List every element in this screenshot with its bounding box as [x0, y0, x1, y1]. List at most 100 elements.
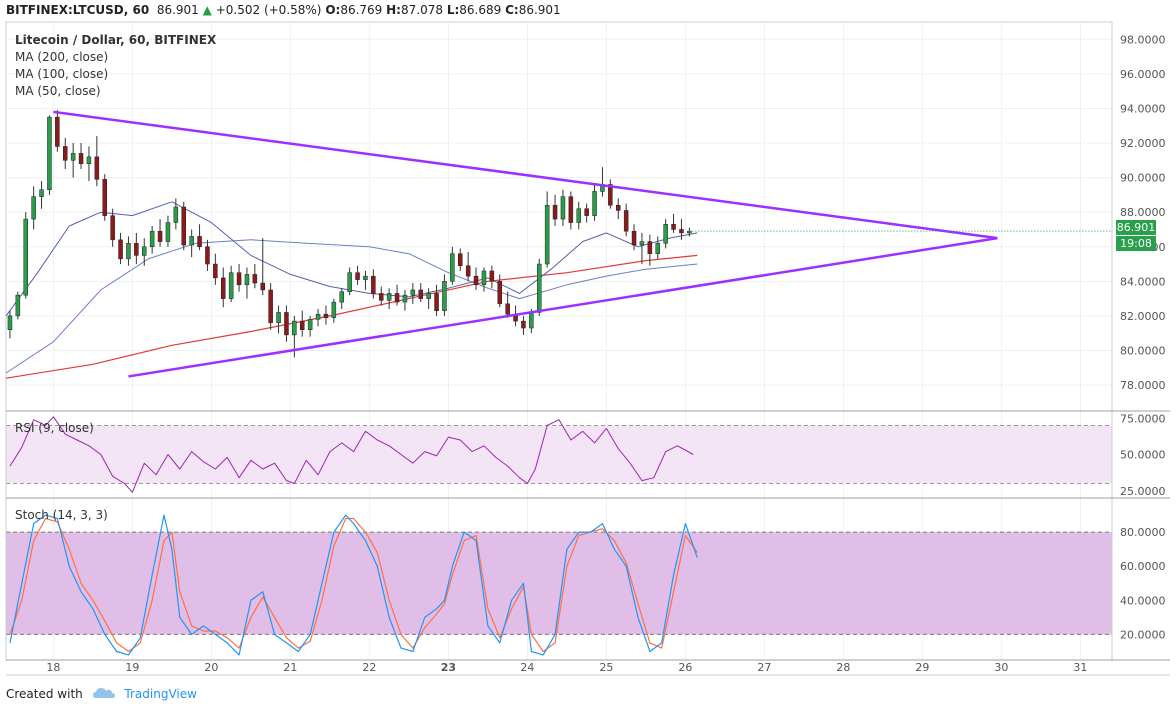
x-tick-label: 30 — [994, 661, 1008, 674]
tradingview-link[interactable]: TradingView — [124, 687, 197, 701]
candle-body — [592, 191, 597, 216]
candle-body — [300, 320, 305, 330]
candle-body — [252, 274, 258, 284]
x-tick-label: 21 — [283, 661, 297, 674]
legend-ma200[interactable]: MA (200, close) — [15, 50, 109, 64]
up-arrow-icon: ▲ — [202, 3, 212, 17]
candle-body — [434, 293, 439, 311]
open-value: 86.769 — [340, 3, 383, 17]
candle-body — [134, 243, 139, 256]
last-price-badge: 86.901 — [1116, 220, 1156, 235]
candle-body — [197, 236, 202, 248]
candle-body — [31, 196, 36, 220]
candle-body — [410, 289, 416, 296]
candle-body — [465, 265, 471, 277]
candle-body — [157, 230, 163, 242]
candle-body — [363, 275, 368, 280]
candle-body — [371, 275, 376, 294]
chart-title[interactable]: Litecoin / Dollar, 60, BITFINEX — [15, 33, 217, 47]
candle-body — [497, 281, 502, 305]
candle-body — [450, 253, 455, 282]
x-tick-label: 28 — [836, 661, 850, 674]
candle-body — [221, 277, 226, 299]
candle-body — [647, 241, 653, 254]
y-tick-label: 84.0000 — [1120, 275, 1166, 288]
candle-body — [576, 208, 581, 223]
stoch-tick-label: 80.0000 — [1120, 526, 1166, 539]
candle-body — [276, 312, 281, 324]
y-tick-label: 94.0000 — [1120, 102, 1166, 115]
x-tick-label: 18 — [46, 661, 60, 674]
candle-body — [315, 313, 321, 320]
candle-body — [529, 312, 534, 329]
candle-body — [228, 272, 234, 299]
candle-body — [505, 303, 510, 315]
candle-body — [94, 156, 100, 180]
candle-body — [473, 275, 479, 286]
candle-body — [521, 320, 526, 329]
candle-body — [47, 116, 52, 190]
symbol-header: BITFINEX:LTCUSD, 60 86.901 ▲ +0.502 (+0.… — [6, 3, 561, 17]
candle-body — [616, 205, 621, 211]
candle-body — [339, 291, 344, 303]
candle-body — [268, 289, 273, 324]
rsi-tick-label: 75.0000 — [1120, 412, 1166, 425]
candle-body — [355, 272, 360, 280]
stoch-tick-label: 60.0000 — [1120, 560, 1166, 573]
candle-body — [149, 230, 155, 248]
candle-body — [323, 313, 329, 318]
candle-body — [284, 312, 289, 336]
candle-body — [205, 246, 210, 265]
candle-body — [631, 230, 637, 246]
rsi-label[interactable]: RSI (9, close) — [15, 421, 94, 435]
candle-body — [331, 301, 337, 318]
x-tick-label: 27 — [757, 661, 771, 674]
symbol-name: BITFINEX:LTCUSD, 60 — [6, 3, 150, 17]
y-tick-label: 92.0000 — [1120, 137, 1166, 150]
trendline — [128, 236, 998, 378]
rsi-tick-label: 25.0000 — [1120, 485, 1166, 498]
stoch-label[interactable]: Stoch (14, 3, 3) — [15, 508, 108, 522]
candle-body — [70, 153, 76, 161]
candle-body — [560, 196, 566, 220]
candle-body — [78, 153, 84, 165]
tradingview-cloud-icon[interactable] — [92, 687, 115, 702]
legend-ma50[interactable]: MA (50, close) — [15, 84, 101, 98]
y-tick-label: 82.0000 — [1120, 310, 1166, 323]
candle-body — [39, 189, 44, 197]
low-label: L: — [446, 3, 460, 17]
candle-body — [7, 315, 13, 330]
rsi-band — [6, 425, 1112, 484]
legend-ma100[interactable]: MA (100, close) — [15, 67, 109, 81]
candle-body — [544, 205, 550, 265]
candle-body — [110, 215, 115, 241]
y-tick-label: 80.0000 — [1120, 344, 1166, 357]
candle-body — [537, 263, 542, 313]
candle-body — [552, 205, 558, 220]
created-with-text: Created with — [6, 687, 83, 701]
stoch-k-line — [9, 514, 698, 656]
candle-body — [213, 263, 218, 279]
candle-body — [307, 319, 313, 330]
candle-body — [118, 239, 123, 260]
candle-body — [394, 293, 400, 303]
candle-body — [55, 116, 60, 147]
candle-body — [102, 179, 107, 216]
y-tick-label: 88.0000 — [1120, 206, 1166, 219]
candle-body — [568, 196, 574, 223]
candle-body — [292, 320, 297, 336]
x-tick-label: 26 — [678, 661, 692, 674]
candle-body — [181, 206, 186, 246]
ma200-line — [5, 254, 698, 379]
candle-body — [386, 293, 392, 301]
candle-body — [126, 243, 131, 260]
candle-body — [86, 156, 92, 165]
close-value: 86.901 — [518, 3, 561, 17]
y-tick-label: 78.0000 — [1120, 379, 1166, 392]
countdown-badge: 19:08 — [1116, 236, 1156, 251]
x-tick-label: 19 — [125, 661, 139, 674]
candle-body — [458, 253, 463, 267]
candle-body — [260, 282, 265, 291]
candle-body — [347, 272, 352, 292]
y-tick-label: 96.0000 — [1120, 68, 1166, 81]
